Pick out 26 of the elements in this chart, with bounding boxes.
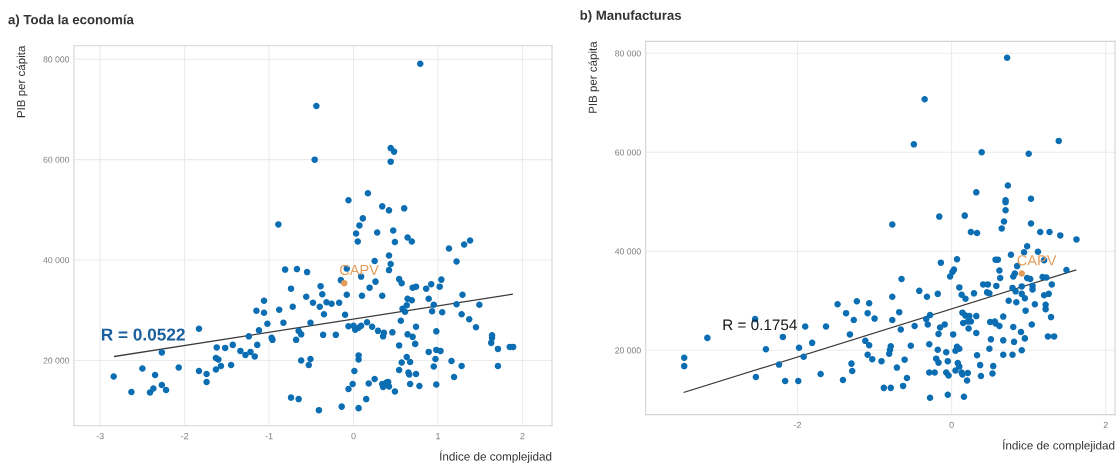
- x-tick-label: 2: [1103, 421, 1108, 429]
- y-axis-title: PIB per cápita: [588, 41, 600, 113]
- chart-title: b) Manufacturas: [580, 10, 682, 23]
- x-tick-label: -3: [96, 432, 104, 440]
- x-tick-label: -2: [793, 421, 802, 429]
- y-tick-label: 80 000: [43, 56, 70, 63]
- y-tick-label: 40 000: [43, 257, 70, 264]
- x-tick-label: -1: [265, 432, 273, 440]
- x-tick-label: 0: [351, 432, 356, 440]
- x-tick-label: 2: [520, 432, 525, 440]
- annotation: R = 0.0522: [101, 328, 185, 341]
- x-tick-label: 0: [949, 421, 954, 429]
- y-tick-label: 20 000: [43, 357, 70, 364]
- y-tick-label: 60 000: [43, 156, 70, 163]
- y-tick-label: 60 000: [615, 149, 641, 156]
- series-label: CAPV: [339, 264, 379, 276]
- y-axis-title: PIB per cápita: [16, 45, 28, 118]
- annotation: R = 0.1754: [723, 319, 797, 331]
- x-tick-label: 1: [436, 432, 441, 440]
- chart-title: a) Toda la economía: [8, 14, 134, 27]
- x-axis-title: Índice de complejidad: [1002, 439, 1115, 452]
- y-tick-label: 40 000: [614, 248, 641, 255]
- x-tick-label: -2: [181, 432, 189, 440]
- y-tick-label: 20 000: [615, 347, 641, 354]
- y-tick-label: 80 000: [615, 50, 641, 57]
- x-axis-title: Índice de complejidad: [439, 450, 552, 463]
